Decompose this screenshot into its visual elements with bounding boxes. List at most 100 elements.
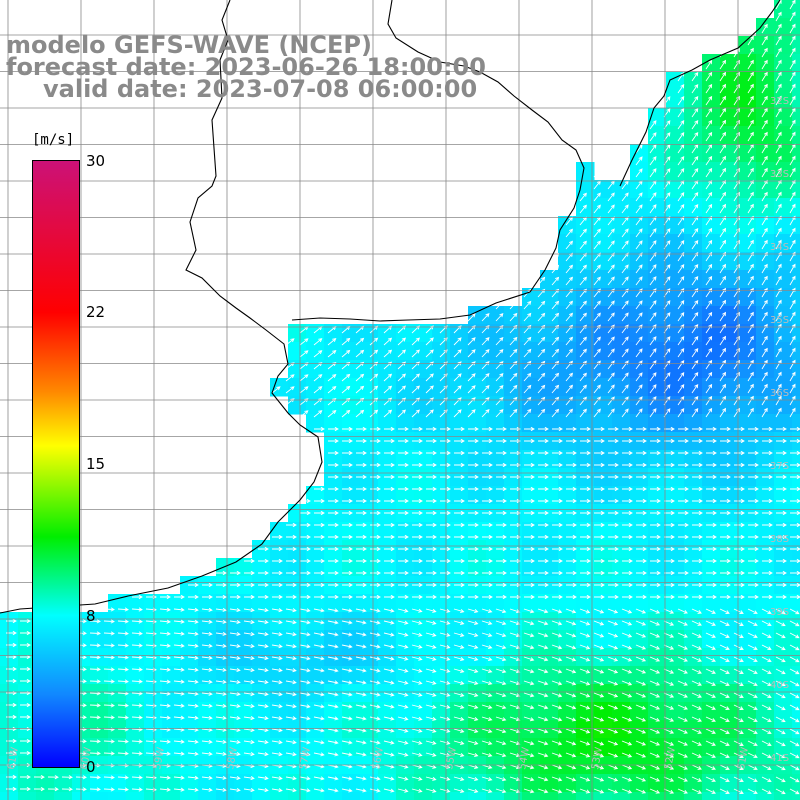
wind-arrow [537, 608, 549, 614]
wind-arrow [719, 239, 727, 250]
wind-arrow [551, 716, 563, 722]
wind-arrow [117, 643, 129, 648]
wind-arrow [453, 692, 465, 697]
wind-arrow [579, 396, 587, 406]
wind-arrow [705, 335, 713, 346]
wind-arrow [524, 498, 535, 504]
wind-arrow [761, 371, 768, 382]
wind-arrow [243, 727, 255, 733]
wind-speed-cell [396, 702, 415, 721]
wind-arrow [173, 739, 185, 744]
wind-speed-cell [288, 774, 307, 793]
wind-arrow [719, 347, 727, 358]
wind-arrow [678, 474, 689, 480]
wind-arrow [607, 300, 615, 310]
wind-arrow [761, 740, 772, 747]
wind-arrow [663, 608, 675, 614]
wind-speed-cell [792, 450, 800, 469]
wind-arrow [523, 704, 535, 710]
wind-speed-cell [450, 522, 469, 541]
wind-arrow [383, 776, 395, 781]
wind-arrow [635, 776, 647, 782]
wind-arrow [481, 704, 493, 710]
wind-arrow [733, 788, 744, 794]
wind-arrow [789, 179, 796, 190]
wind-arrow [775, 83, 782, 94]
wind-arrow [775, 620, 786, 627]
wind-arrow [733, 167, 740, 178]
wind-arrow [691, 336, 699, 346]
wind-arrow [761, 167, 768, 178]
wind-speed-cell [738, 180, 757, 199]
wind-speed-cell [630, 648, 649, 667]
wind-arrow [188, 582, 199, 588]
wind-arrow [117, 703, 129, 708]
wind-speed-cell [234, 648, 253, 667]
wind-arrow [775, 59, 782, 70]
wind-arrow [538, 510, 549, 516]
wind-arrow [719, 752, 730, 758]
wind-arrow [495, 668, 507, 674]
wind-arrow [748, 522, 759, 528]
wind-arrow [761, 788, 772, 795]
wind-arrow [369, 788, 381, 793]
wind-arrow [719, 227, 727, 238]
wind-arrow [776, 546, 787, 552]
wind-speed-cell [540, 666, 559, 685]
wind-speed-cell [792, 54, 800, 73]
wind-arrow [523, 788, 535, 794]
wind-arrow [636, 558, 647, 564]
wind-arrow [481, 656, 493, 662]
wind-arrow [33, 787, 45, 792]
wind-arrow [776, 438, 787, 444]
wind-speed-cell [792, 774, 800, 793]
wind-arrow [747, 407, 754, 418]
wind-arrow [607, 692, 619, 698]
wind-arrow [328, 462, 339, 468]
wind-arrow [789, 632, 800, 639]
wind-speed-cell [540, 612, 559, 631]
wind-speed-cell [576, 702, 595, 721]
wind-arrow [650, 582, 661, 588]
wind-arrow [636, 426, 647, 432]
wind-arrow [20, 667, 31, 672]
wind-arrow [650, 450, 661, 456]
wind-arrow [719, 716, 730, 722]
wind-speed-cell [522, 702, 541, 721]
wind-speed-cell [342, 720, 361, 739]
wind-arrow [593, 716, 605, 722]
wind-speed-cell [522, 396, 541, 415]
wind-arrow [789, 263, 796, 274]
wind-speed-cell [666, 360, 685, 379]
wind-arrow [706, 474, 717, 480]
wind-speed-cell [540, 594, 559, 613]
wind-speed-cell [738, 702, 757, 721]
wind-arrow [664, 510, 675, 516]
wind-speed-cell [720, 198, 739, 217]
wind-arrow [621, 240, 629, 250]
wind-arrow [720, 510, 731, 516]
wind-arrow [691, 728, 702, 734]
wind-arrow [355, 385, 365, 394]
wind-arrow [300, 570, 311, 576]
wind-speed-cell [774, 342, 793, 361]
wind-speed-cell [306, 378, 325, 397]
wind-arrow [495, 385, 504, 394]
wind-arrow [397, 716, 409, 721]
wind-arrow [510, 510, 521, 516]
wind-arrow [510, 570, 521, 576]
wind-arrow [299, 374, 309, 382]
wind-arrow [33, 775, 45, 780]
latitude-label: 35S [770, 315, 789, 326]
wind-arrow [747, 620, 758, 627]
wind-speed-cell [558, 792, 577, 800]
wind-speed-cell [432, 342, 451, 361]
wind-speed-cell [270, 774, 289, 793]
wind-arrow [719, 728, 730, 734]
wind-speed-cell [360, 720, 379, 739]
wind-arrow [608, 522, 619, 528]
wind-arrow [579, 752, 591, 758]
wind-speed-cell [414, 378, 433, 397]
wind-arrow [257, 728, 269, 733]
wind-arrow [789, 83, 796, 94]
